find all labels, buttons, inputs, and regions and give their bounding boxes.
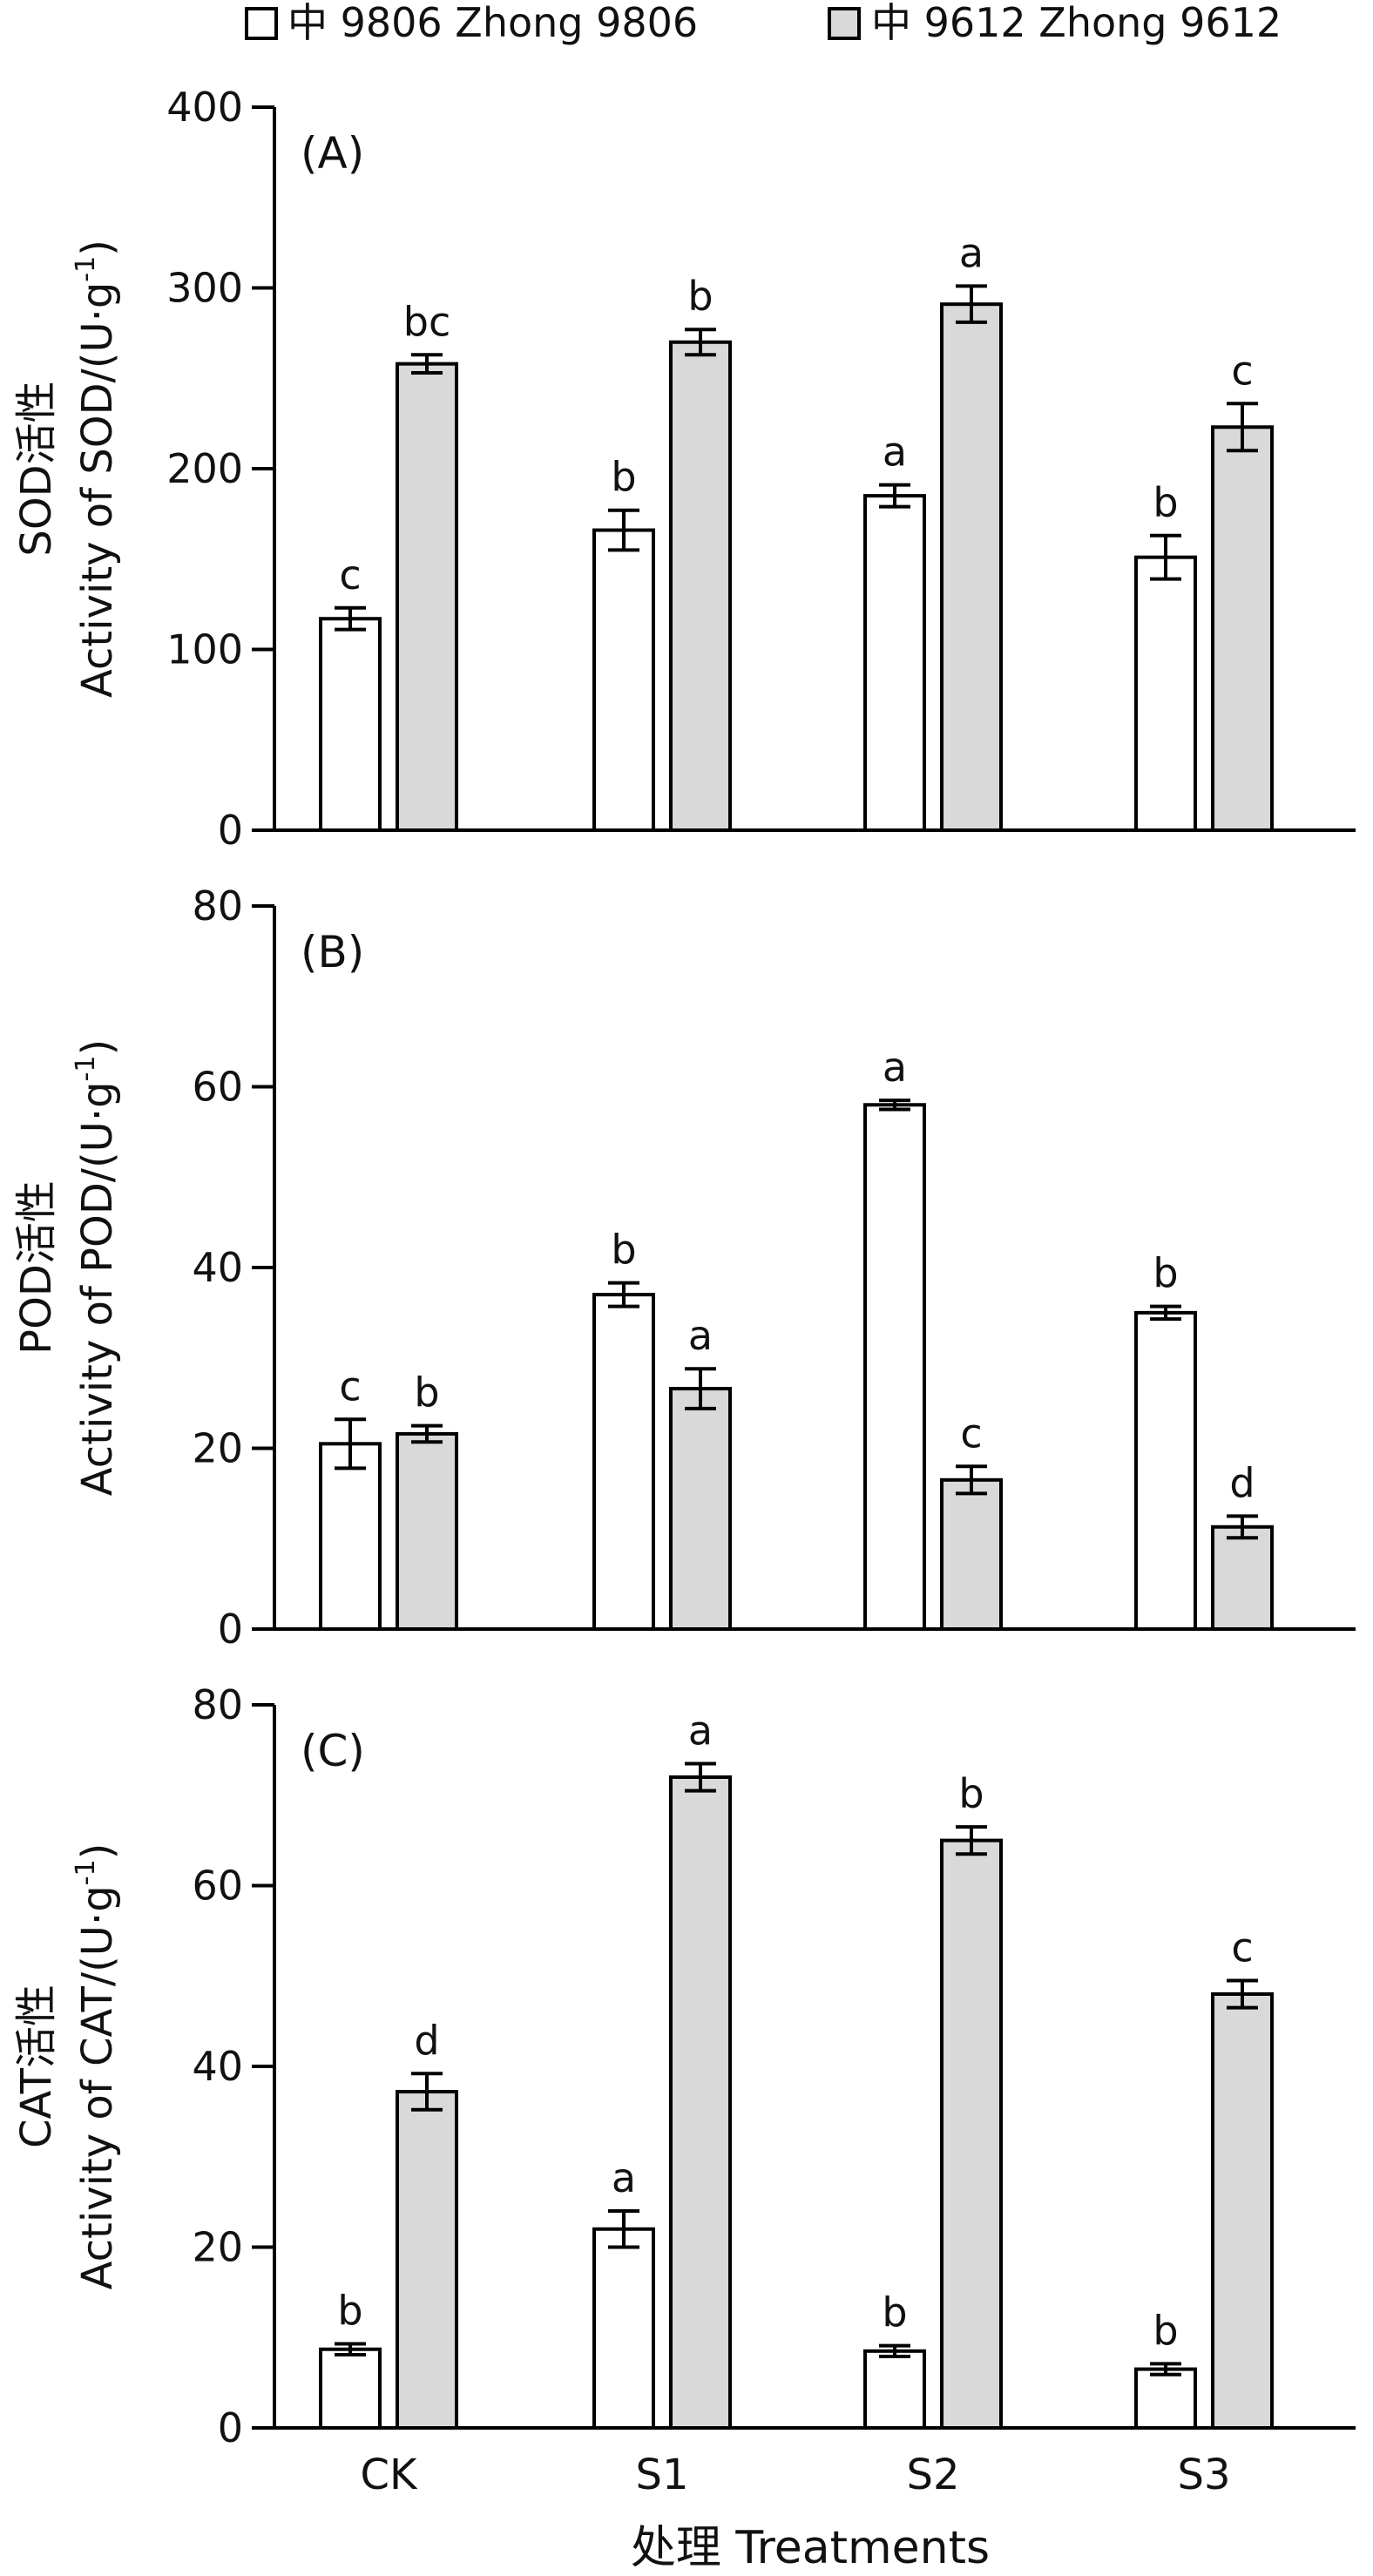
- bar-s3-series-1: [1134, 1310, 1197, 1631]
- significance-letter: b: [337, 2288, 362, 2335]
- y-tick-label: 40: [192, 2043, 243, 2090]
- y-tick-label: 20: [192, 2224, 243, 2271]
- y-axis-title-en-sup: -1: [71, 256, 101, 282]
- significance-letter: b: [882, 2289, 907, 2336]
- bar-s2-series-1: [863, 2349, 926, 2430]
- y-tick-label: 0: [218, 1606, 243, 1653]
- significance-letter: a: [688, 1707, 713, 1754]
- legend-swatch-zhong-9806: [245, 7, 278, 40]
- bar-ck-series-2: [396, 2090, 458, 2431]
- y-axis-title-en-main: Activity of SOD/(U·g: [73, 282, 122, 698]
- significance-letter: d: [414, 2017, 439, 2064]
- y-axis-title-en: Activity of SOD/(U·g-1): [71, 240, 122, 698]
- significance-letter: b: [958, 1770, 984, 1817]
- y-tick-label: 200: [166, 445, 243, 492]
- bar-s1-series-1: [592, 1293, 655, 1631]
- legend-swatch-zhong-9612: [828, 7, 861, 40]
- y-tick-label: 0: [218, 2404, 243, 2451]
- x-tick-label: S2: [906, 2451, 959, 2499]
- significance-letter: c: [1231, 347, 1253, 394]
- y-axis-title-en: Activity of CAT/(U·g-1): [71, 1843, 122, 2290]
- significance-letter: c: [339, 551, 361, 598]
- y-axis-title-en-close: ): [73, 240, 122, 256]
- y-tick-label: 400: [166, 84, 243, 131]
- significance-letter: b: [611, 1227, 636, 1274]
- significance-letter: a: [883, 1044, 907, 1091]
- x-axis-title: 处理 Treatments: [631, 2522, 990, 2574]
- bar-s1-series-1: [592, 2227, 655, 2430]
- bar-s2-series-2: [940, 1477, 1003, 1631]
- bar-ck-series-1: [319, 617, 382, 832]
- panel-label: (B): [301, 927, 364, 977]
- y-axis-title-cn: CAT活性: [12, 1984, 61, 2148]
- y-tick-label: 80: [192, 882, 243, 930]
- significance-letter: b: [611, 454, 636, 501]
- significance-letter: a: [612, 2154, 636, 2201]
- bar-s2-series-1: [863, 1103, 926, 1631]
- significance-letter: a: [959, 229, 984, 276]
- x-tick-label: CK: [361, 2451, 419, 2499]
- bar-s2-series-2: [940, 1838, 1003, 2430]
- legend-label-zhong-9612: 中 9612 Zhong 9612: [871, 0, 1282, 46]
- panel-label: (C): [301, 1726, 365, 1776]
- significance-letter: c: [339, 1362, 361, 1410]
- y-axis-title-en-sup: -1: [71, 1056, 101, 1082]
- bar-s3-series-2: [1211, 1992, 1274, 2430]
- y-tick-label: 60: [192, 1863, 243, 1910]
- significance-letter: b: [414, 1369, 439, 1416]
- bar-s1-series-1: [592, 528, 655, 832]
- y-axis-title-cn: SOD活性: [12, 381, 61, 556]
- bar-s3-series-2: [1211, 425, 1274, 832]
- y-tick-label: 100: [166, 626, 243, 673]
- bar-s1-series-2: [669, 1387, 732, 1632]
- y-tick-label: 0: [218, 807, 243, 854]
- legend-label-zhong-9806: 中 9806 Zhong 9806: [287, 0, 698, 46]
- significance-letter: b: [687, 273, 713, 320]
- y-axis-title-en-main: Activity of POD/(U·g: [73, 1081, 122, 1496]
- significance-letter: c: [960, 1410, 982, 1457]
- y-axis-title-cn: POD活性: [12, 1180, 61, 1355]
- y-axis-title-en-main: Activity of CAT/(U·g: [73, 1885, 122, 2289]
- bar-s1-series-2: [669, 1775, 732, 2430]
- panel-1: 0 100 200 300 400 (A) SOD活性 Activity of SOD/(U·…: [12, 84, 1356, 854]
- significance-letter: a: [688, 1312, 713, 1359]
- x-tick-label: S3: [1177, 2451, 1230, 2499]
- y-tick-label: 80: [192, 1681, 243, 1728]
- significance-letter: b: [1153, 1250, 1178, 1297]
- bar-s1-series-2: [669, 340, 732, 832]
- bar-ck-series-2: [396, 1431, 458, 1632]
- y-axis-title-en-close: ): [73, 1039, 122, 1056]
- bar-ck-series-1: [319, 2347, 382, 2431]
- bar-ck-series-1: [319, 1442, 382, 1631]
- significance-letter: bc: [403, 298, 451, 345]
- bar-s2-series-1: [863, 494, 926, 832]
- y-tick-label: 40: [192, 1244, 243, 1291]
- y-axis-title-en: Activity of POD/(U·g-1): [71, 1039, 122, 1496]
- y-axis-title-en-sup: -1: [71, 1859, 101, 1885]
- panel-3: 0 20 40 60 80 (C) CAT活性 Activity of CAT/(U·g-1)…: [12, 1681, 1356, 2499]
- significance-letter: c: [1231, 1924, 1253, 1971]
- bar-s3-series-1: [1134, 2367, 1197, 2430]
- significance-letter: a: [883, 429, 907, 476]
- bar-s2-series-2: [940, 302, 1003, 832]
- legend: 中 9806 Zhong 9806 中 9612 Zhong 9612: [245, 0, 1282, 46]
- y-tick-label: 20: [192, 1425, 243, 1472]
- bar-s3-series-2: [1211, 1525, 1274, 1631]
- x-tick-label: S1: [635, 2451, 688, 2499]
- y-tick-label: 60: [192, 1064, 243, 1111]
- significance-letter: b: [1153, 479, 1178, 526]
- panel-label: (A): [301, 128, 364, 179]
- panel-2: 0 20 40 60 80 (B) POD活性 Activity of POD/(U·g-1)…: [12, 882, 1356, 1653]
- significance-letter: d: [1229, 1459, 1255, 1506]
- significance-letter: b: [1153, 2307, 1178, 2354]
- y-tick-label: 300: [166, 265, 243, 312]
- y-axis-title-en-close: ): [73, 1843, 122, 1860]
- bar-s3-series-1: [1134, 555, 1197, 832]
- bar-ck-series-2: [396, 362, 458, 832]
